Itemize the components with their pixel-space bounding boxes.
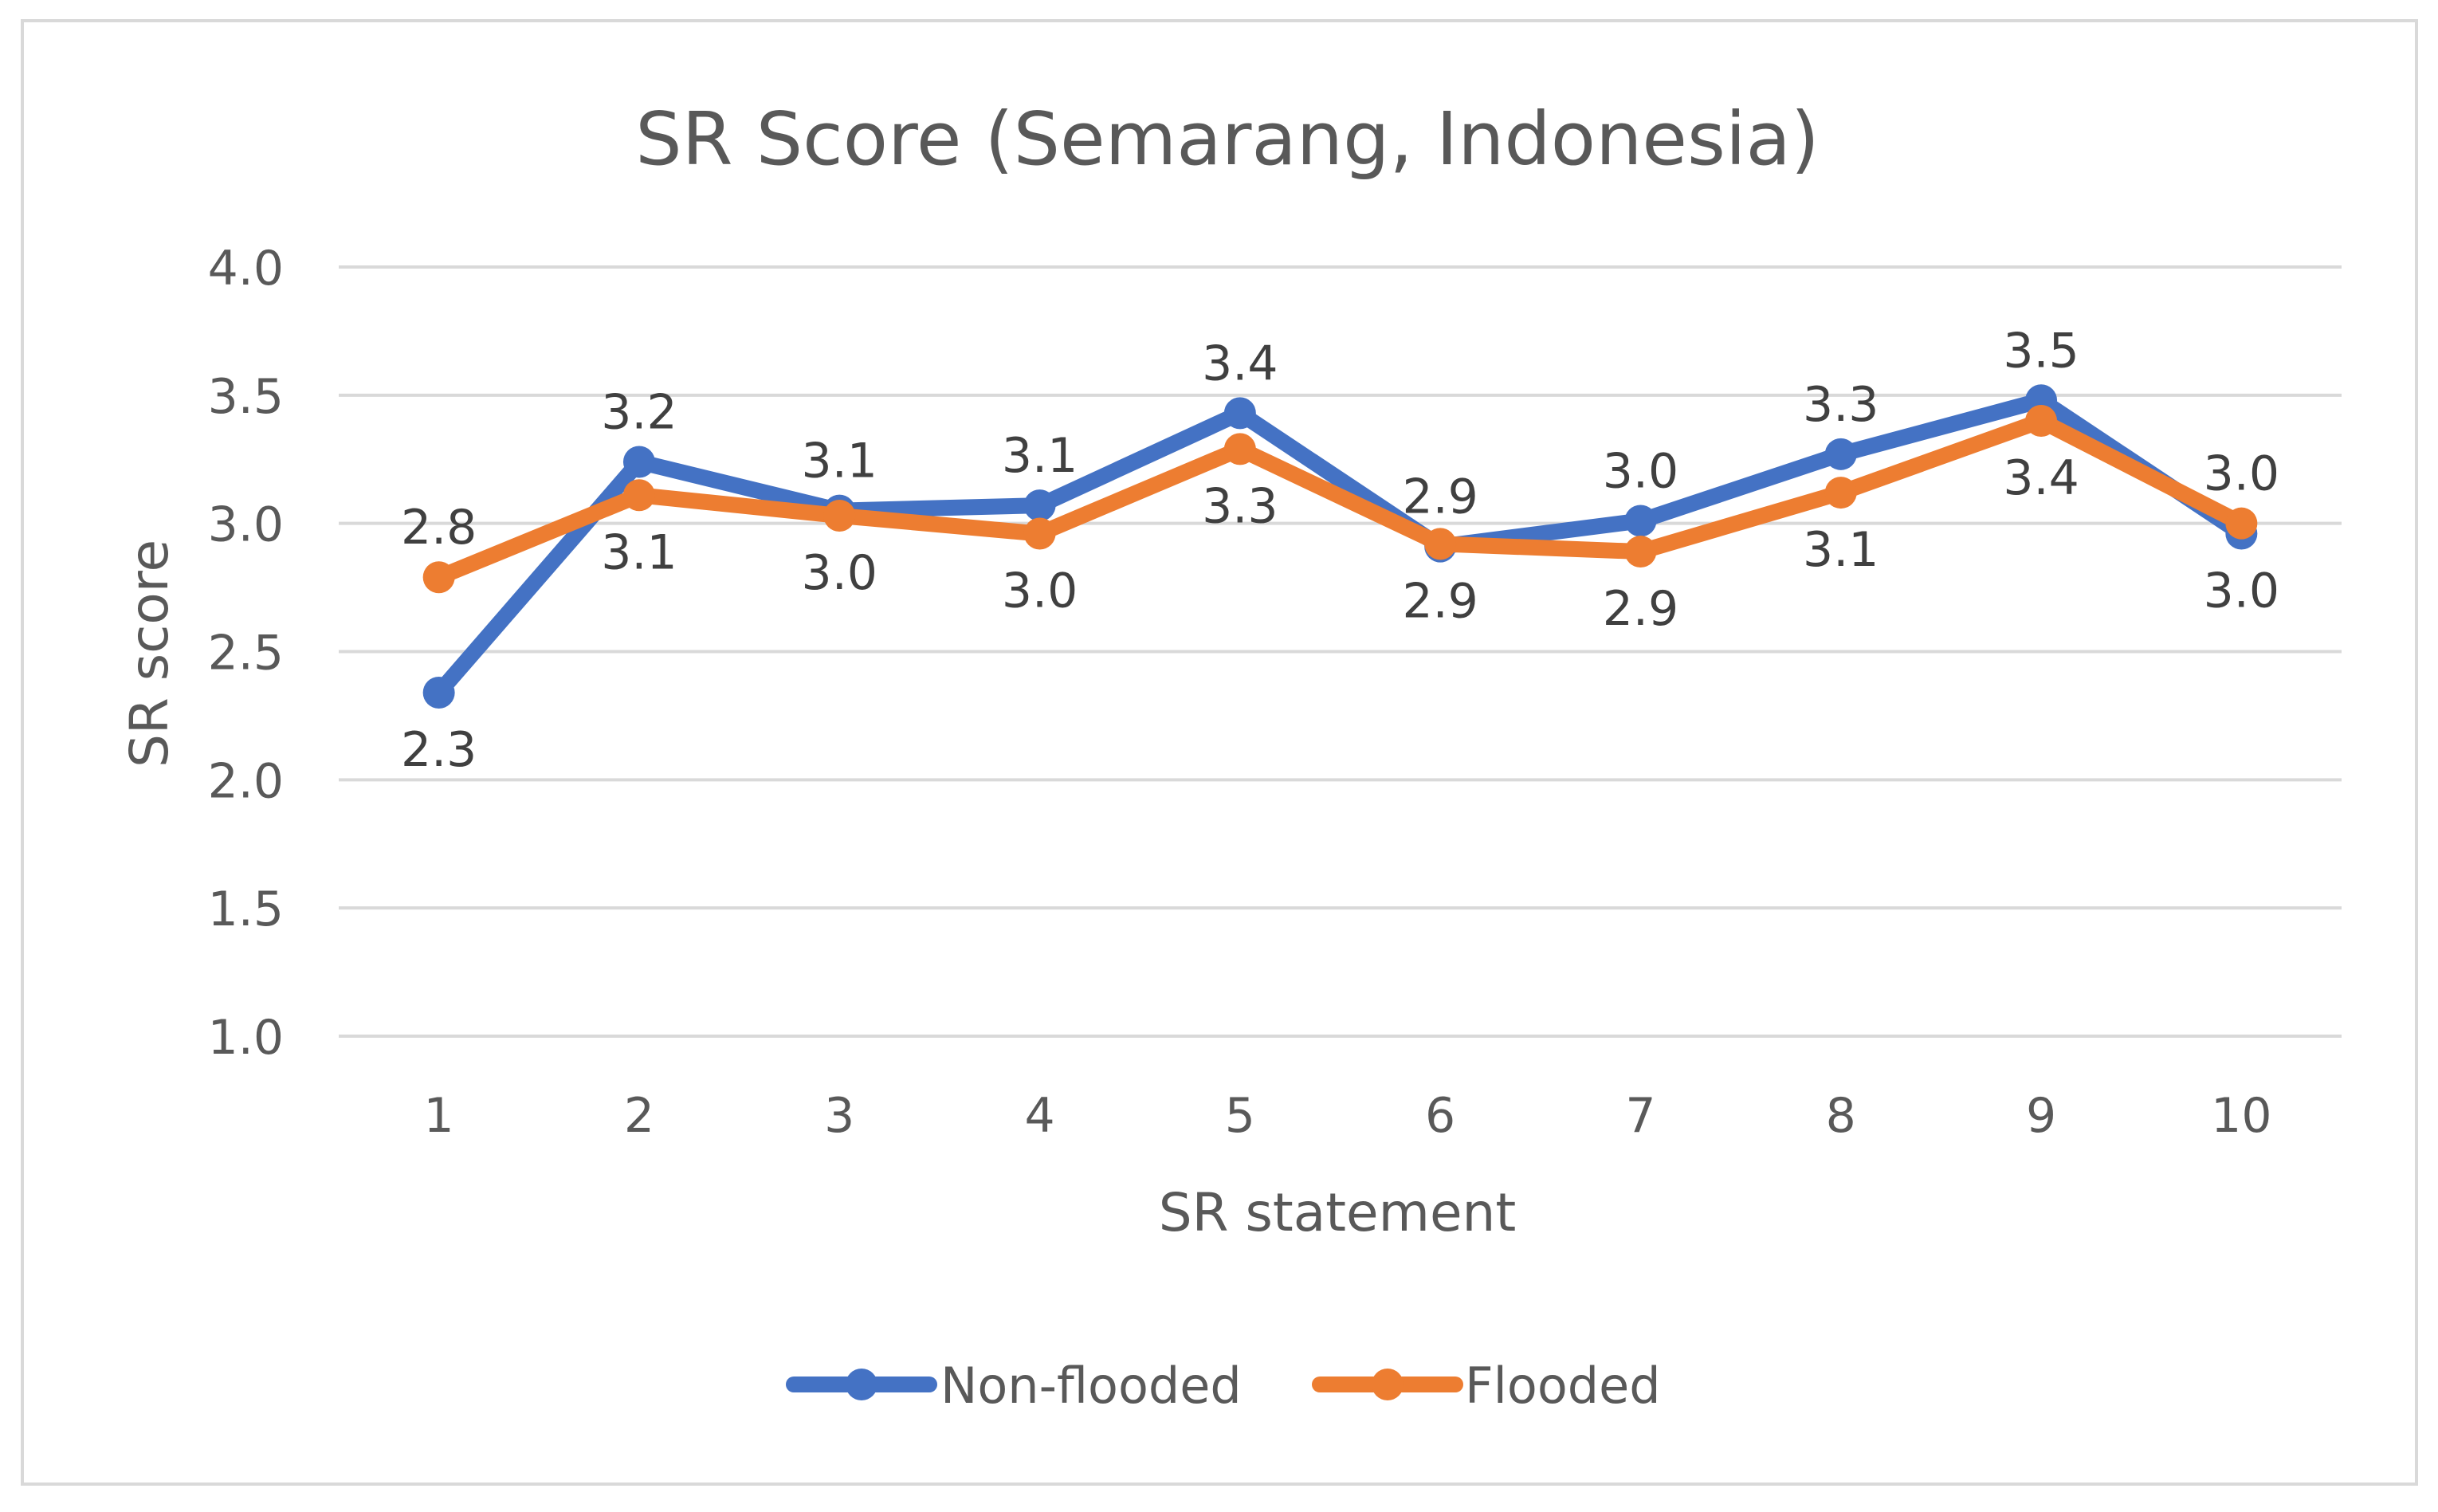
x-tick-label: 3 [824, 1088, 854, 1144]
data-point-flooded [1023, 517, 1056, 550]
legend: Non-flooded Flooded [786, 1357, 1661, 1415]
x-tick-label: 5 [1225, 1088, 1255, 1144]
x-tick-label: 6 [1425, 1088, 1455, 1144]
data-label-non-flooded: 2.9 [1402, 469, 1478, 525]
y-tick-label: 1.5 [208, 882, 284, 937]
chart-border [21, 19, 2418, 1486]
series-layer [422, 384, 2258, 709]
y-tick-label: 3.5 [208, 369, 284, 425]
y-axis-title: SR score [119, 540, 180, 768]
legend-label-non-flooded: Non-flooded [940, 1357, 1242, 1415]
data-label-non-flooded: 3.1 [802, 434, 877, 489]
data-point-flooded [1223, 433, 1256, 465]
data-label-non-flooded: 3.1 [1002, 428, 1078, 484]
data-point-non-flooded [622, 446, 655, 478]
data-label-non-flooded: 3.4 [1202, 336, 1278, 391]
y-tick-label: 2.0 [208, 753, 284, 809]
data-point-flooded [2025, 405, 2058, 437]
data-labels-layer: 2.3 3.2 3.1 3.1 3.4 2.9 3.0 3.3 3.5 3.0 2.8 3.1 3.0 3… [401, 323, 2279, 778]
data-label-non-flooded: 2.3 [401, 722, 477, 778]
data-label-flooded: 2.9 [1402, 573, 1478, 629]
data-label-flooded: 3.1 [601, 524, 677, 580]
legend-marker-flooded [1372, 1369, 1404, 1400]
data-label-flooded: 2.9 [1603, 581, 1678, 637]
gridlines [339, 265, 2342, 1038]
data-point-non-flooded [1624, 505, 1657, 537]
data-label-non-flooded: 3.0 [1603, 443, 1678, 499]
x-tick-label: 2 [624, 1088, 654, 1144]
x-tick-label: 7 [1625, 1088, 1655, 1144]
data-label-flooded: 3.4 [2003, 450, 2079, 506]
chart-title: SR Score (Semarang, Indonesia) [635, 96, 1820, 182]
data-point-flooded [422, 561, 455, 594]
data-label-non-flooded: 3.2 [601, 384, 677, 440]
legend-item-non-flooded: Non-flooded [786, 1357, 1242, 1415]
x-tick-label: 9 [2026, 1088, 2056, 1144]
data-point-non-flooded [1824, 438, 1857, 470]
data-point-non-flooded [1223, 397, 1256, 430]
series-line-flooded [430, 413, 2250, 586]
y-tick-label: 4.0 [208, 241, 284, 297]
data-label-non-flooded: 3.5 [2003, 323, 2079, 379]
x-axis-title: SR statement [1159, 1182, 1517, 1243]
legend-marker-non-flooded [846, 1369, 877, 1400]
y-axis-tick-labels: 1.0 1.5 2.0 2.5 3.0 3.5 4.0 [208, 241, 284, 1066]
x-tick-label: 1 [424, 1088, 454, 1144]
data-point-flooded [1624, 536, 1657, 568]
data-point-flooded [1824, 477, 1857, 509]
data-label-flooded: 3.0 [2204, 446, 2279, 502]
data-label-flooded: 3.3 [1202, 478, 1278, 534]
data-label-non-flooded: 3.0 [2204, 564, 2279, 619]
data-label-flooded: 3.0 [802, 545, 877, 601]
y-tick-label: 1.0 [208, 1010, 284, 1066]
series-line-non-flooded [430, 392, 2250, 701]
data-point-flooded [2225, 507, 2258, 540]
x-axis-tick-labels: 1 2 3 4 5 6 7 8 9 10 [424, 1088, 2272, 1144]
x-tick-label: 10 [2211, 1088, 2271, 1144]
data-label-flooded: 3.0 [1002, 564, 1078, 619]
x-tick-label: 4 [1024, 1088, 1054, 1144]
legend-item-flooded: Flooded [1312, 1357, 1661, 1415]
legend-label-flooded: Flooded [1465, 1357, 1661, 1415]
data-point-non-flooded [422, 676, 455, 709]
data-label-flooded: 3.1 [1803, 522, 1879, 578]
y-tick-label: 3.0 [208, 497, 284, 553]
y-tick-label: 2.5 [208, 626, 284, 681]
data-point-flooded [1424, 528, 1457, 560]
data-point-flooded [823, 500, 856, 532]
data-point-non-flooded [1023, 489, 1056, 522]
series-flooded [422, 405, 2258, 594]
data-label-flooded: 2.8 [401, 500, 477, 556]
data-label-non-flooded: 3.3 [1803, 377, 1879, 433]
data-point-flooded [622, 479, 655, 512]
x-tick-label: 8 [1826, 1088, 1856, 1144]
